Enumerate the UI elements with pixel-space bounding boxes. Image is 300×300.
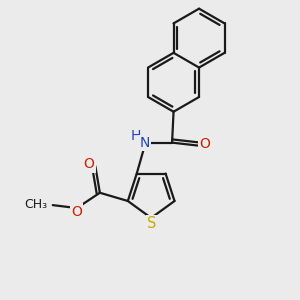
- Text: H: H: [131, 129, 141, 143]
- Text: N: N: [139, 136, 150, 150]
- Text: S: S: [147, 216, 157, 231]
- Text: O: O: [83, 158, 94, 172]
- Text: O: O: [71, 205, 82, 219]
- Text: CH₃: CH₃: [24, 198, 47, 211]
- Text: O: O: [199, 137, 210, 151]
